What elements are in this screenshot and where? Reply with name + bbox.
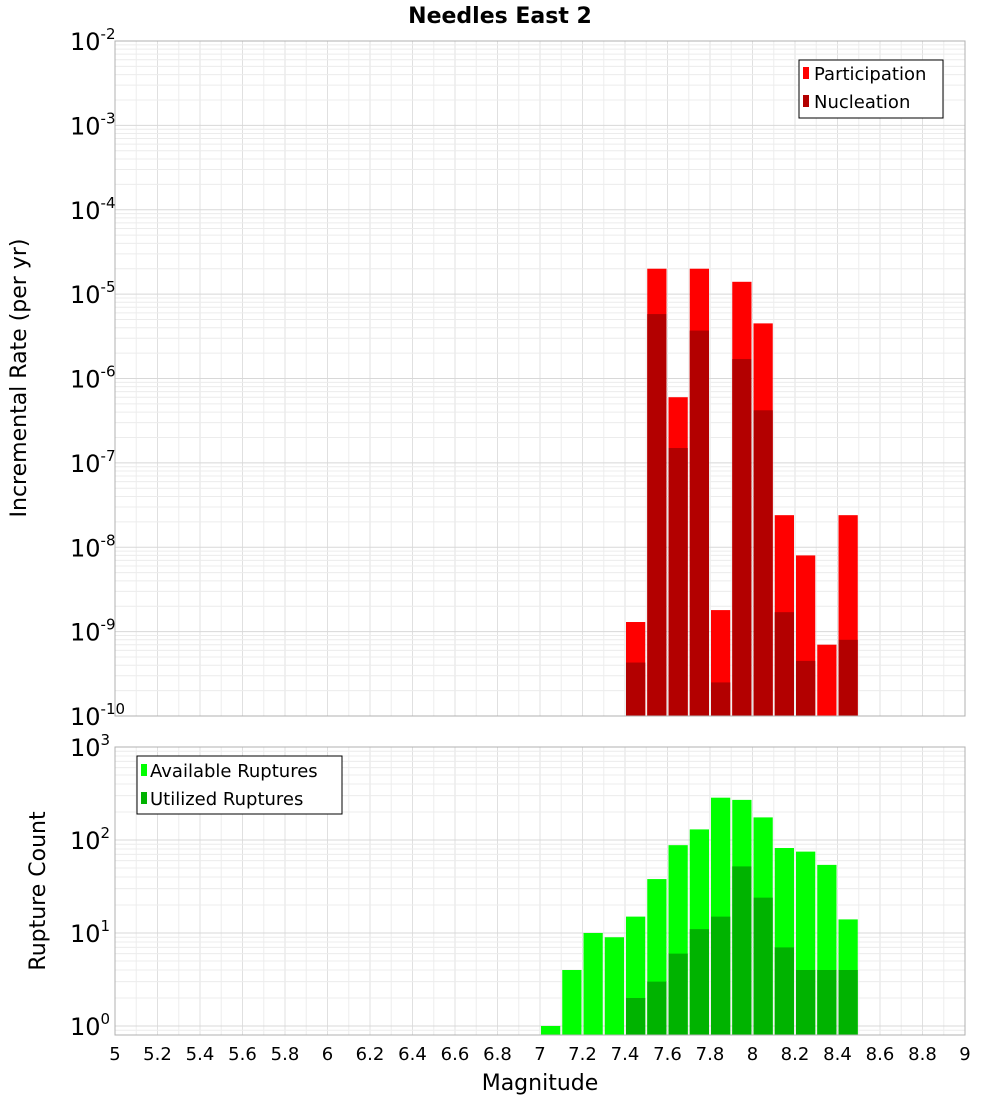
y-tick-label: 102 [70,824,110,855]
y-tick-label: 103 [70,731,110,762]
bottom-bars [541,797,858,1035]
bottom-panel: 103 102 101 100 [70,731,966,1041]
legend-label-nucleation: Nucleation [814,92,910,113]
top-y-tick-labels: 10-2 10-3 10-4 10-5 10-6 10-7 10-8 10-9 10-10 [70,25,125,731]
y-tick-label: 10-7 [70,447,116,478]
legend-label-utilized: Utilized Ruptures [150,789,303,810]
bar-utilized-ruptures [796,969,816,1035]
bottom-plot-border [114,746,966,1036]
bar-utilized-ruptures [817,969,837,1035]
legend-swatch-available [141,764,147,776]
top-plot-border [114,40,966,717]
bar-nucleation [668,448,688,716]
x-tick-label: 7.8 [696,1044,725,1065]
top-grid [114,41,966,717]
x-tick-label: 8.8 [908,1044,937,1065]
x-tick-label: 7 [534,1044,545,1065]
bar-utilized-ruptures [753,897,773,1035]
bottom-y-axis-label: Rupture Count [26,811,51,971]
y-tick-label: 10-2 [70,25,116,56]
x-tick-label: 5.4 [186,1044,215,1065]
bar-utilized-ruptures [626,997,646,1035]
x-axis-label: Magnitude [482,1071,599,1096]
top-y-axis-label: Incremental Rate (per yr) [7,239,32,518]
bar-nucleation [838,639,858,716]
x-tick-label: 6.6 [441,1044,470,1065]
x-tick-label: 8.4 [823,1044,852,1065]
bar-participation [817,644,837,716]
x-tick-label: 5.6 [228,1044,257,1065]
y-tick-label: 100 [70,1010,110,1041]
top-panel: 10-2 10-3 10-4 10-5 10-6 10-7 10-8 10-9 10-10 [70,25,966,731]
bar-utilized-ruptures [689,929,709,1035]
bar-nucleation [647,314,667,716]
x-tick-labels: 5 5.2 5.4 5.6 5.8 6 6.2 6.4 6.6 6.8 7 7.2 7.4 7.6 7.8 8… [109,1044,970,1065]
bottom-legend-box [136,755,343,815]
bar-available-ruptures [583,932,603,1035]
y-tick-label: 10-6 [70,363,116,394]
x-tick-label: 5 [109,1044,120,1065]
x-tick-label: 6.2 [356,1044,385,1065]
x-tick-label: 7.6 [653,1044,682,1065]
top-bars [626,268,858,716]
y-tick-label: 10-8 [70,531,116,562]
bar-nucleation [626,662,646,716]
legend-swatch-nucleation [803,95,809,107]
bar-nucleation [689,330,709,716]
x-tick-label: 9 [959,1044,970,1065]
x-tick-label: 6.8 [483,1044,512,1065]
bar-utilized-ruptures [838,969,858,1035]
bar-available-ruptures [562,969,582,1035]
y-tick-label: 10-3 [70,109,116,140]
bar-utilized-ruptures [774,947,794,1035]
bar-utilized-ruptures [711,916,731,1035]
bar-utilized-ruptures [732,866,752,1035]
x-tick-label: 8.6 [866,1044,895,1065]
y-tick-label: 101 [70,917,110,948]
legend-swatch-utilized [141,792,147,804]
top-legend-box [798,59,944,119]
bar-nucleation [774,612,794,716]
bar-utilized-ruptures [668,953,688,1035]
legend-label-available: Available Ruptures [150,761,318,782]
bar-nucleation [732,359,752,716]
bar-nucleation [711,682,731,716]
bar-available-ruptures [541,1025,561,1035]
y-tick-label: 10-4 [70,194,116,225]
x-tick-label: 6 [322,1044,333,1065]
x-tick-label: 5.8 [271,1044,300,1065]
bar-nucleation [753,410,773,716]
bar-utilized-ruptures [647,981,667,1035]
legend-label-participation: Participation [814,64,926,85]
bottom-legend: Available Ruptures Utilized Ruptures [136,755,343,815]
x-tick-label: 5.2 [143,1044,172,1065]
x-tick-label: 7.2 [568,1044,597,1065]
bottom-y-tick-labels: 103 102 101 100 [70,731,110,1041]
legend-swatch-participation [803,67,809,79]
y-tick-label: 10-9 [70,616,116,647]
bar-available-ruptures [604,937,624,1035]
x-tick-label: 8.2 [781,1044,810,1065]
bar-nucleation [796,660,816,716]
y-tick-label: 10-10 [70,700,125,731]
y-tick-label: 10-5 [70,278,116,309]
x-tick-label: 6.4 [398,1044,427,1065]
x-tick-label: 8 [747,1044,758,1065]
x-tick-label: 7.4 [611,1044,640,1065]
top-legend: Participation Nucleation [798,59,944,119]
chart-title: Needles East 2 [408,4,592,29]
